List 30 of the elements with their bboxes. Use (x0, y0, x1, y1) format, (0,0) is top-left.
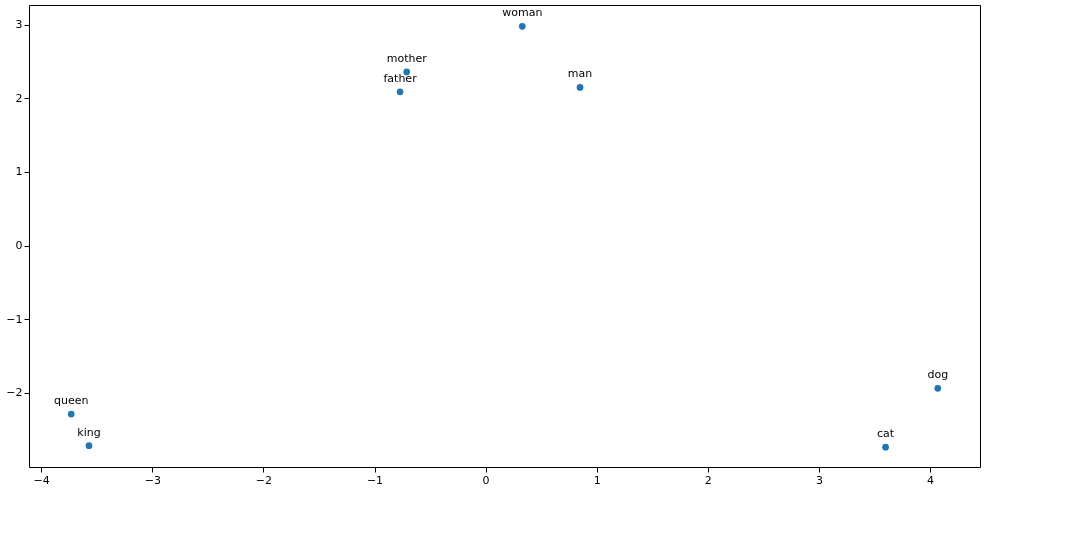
point (67, 410, 75, 418)
point (518, 22, 526, 30)
annotation: king (77, 425, 101, 439)
point (576, 84, 584, 91)
x-tick-label: 1 (593, 473, 601, 487)
annotation: man (567, 67, 593, 81)
x-tick-label: −3 (144, 473, 161, 487)
annotation: cat (877, 427, 895, 441)
x-tick-label: 3 (815, 473, 823, 487)
x-tick-label: −1 (366, 473, 384, 487)
x-tick-label: 0 (482, 473, 490, 487)
annotation: mother (386, 51, 428, 65)
annotation: dog (927, 368, 949, 382)
y-tick-label: 1 (15, 165, 23, 179)
y-tick-label: −2 (6, 386, 23, 400)
x-tick-label: 4 (927, 473, 935, 487)
point (882, 443, 889, 451)
y-tick-label: 0 (15, 239, 23, 253)
point (85, 442, 93, 450)
annotation: father (383, 71, 418, 85)
annotation: queen (53, 394, 89, 408)
x-tick-label: −2 (255, 473, 273, 487)
point (396, 88, 404, 96)
x-tick-label: 2 (704, 473, 712, 487)
y-tick-label: −1 (6, 312, 23, 326)
y-tick-label: 2 (15, 91, 23, 105)
y-tick-label: 3 (15, 18, 23, 32)
x-tick-label: −4 (33, 473, 50, 487)
point (934, 384, 942, 392)
annotation: woman (502, 6, 543, 20)
